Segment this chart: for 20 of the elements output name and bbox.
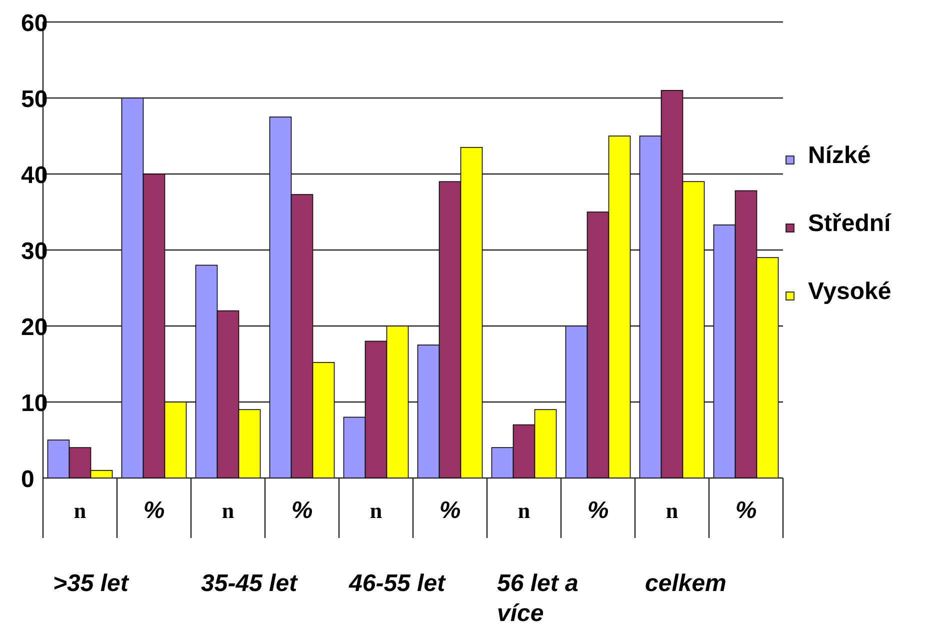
x-tick-label: %: [291, 497, 313, 524]
x-tick-label: n: [370, 498, 382, 523]
legend-label: Vysoké: [808, 278, 892, 305]
text: 46-55 let: [348, 570, 446, 597]
legend-label: Nízké: [808, 142, 871, 169]
x-tick-label: n: [74, 498, 86, 523]
x-tick-label: %: [735, 497, 757, 524]
legend-label: Střední: [808, 210, 892, 237]
text: 56 let a více: [497, 570, 578, 623]
x-tick-label: n: [518, 498, 530, 523]
text: 35-45 let: [201, 570, 298, 597]
y-tick-label: 60: [21, 10, 48, 37]
x-tick-label: %: [143, 497, 165, 524]
text: celkem: [645, 570, 726, 597]
x-tick-label: n: [666, 498, 678, 523]
x-tick-label: %: [439, 497, 461, 524]
y-tick-label: 0: [21, 466, 34, 493]
x-tick-label: %: [587, 497, 609, 524]
x-tick-label: n: [222, 498, 234, 523]
text: >35 let: [53, 570, 130, 597]
